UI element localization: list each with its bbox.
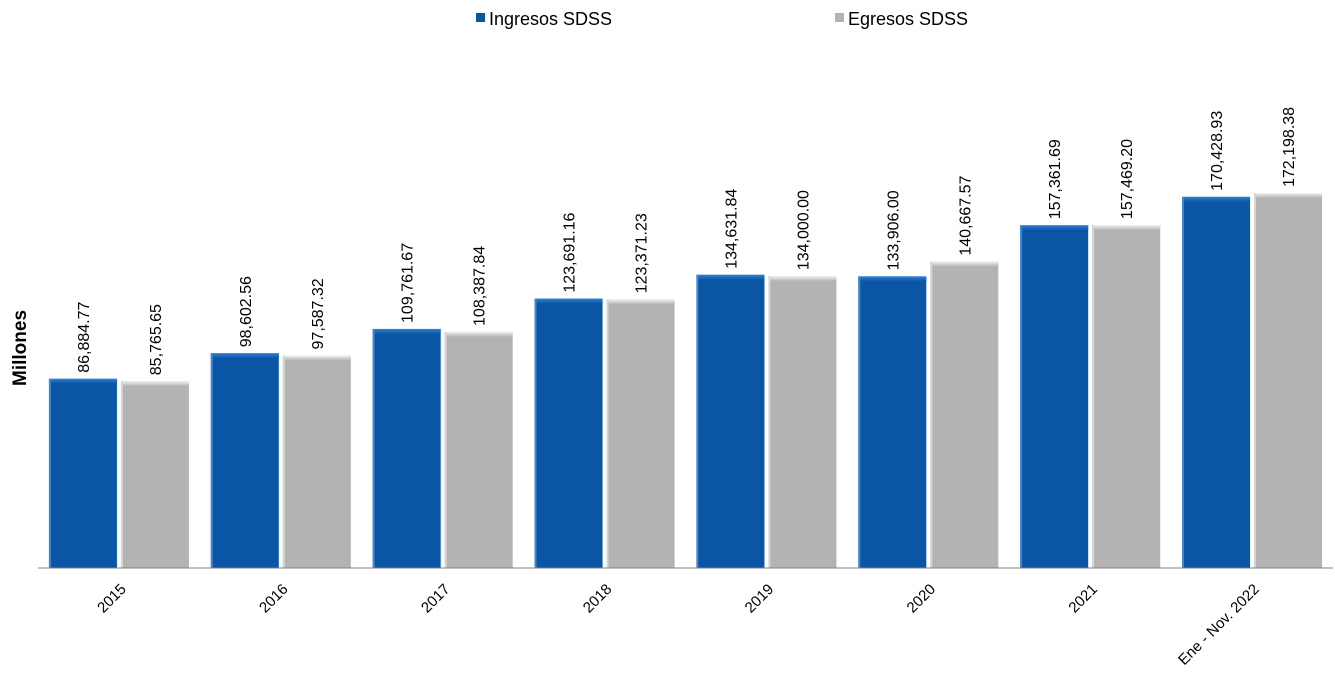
bar-edge-1-0 xyxy=(120,381,123,568)
x-tick-label-4: 2019 xyxy=(742,581,778,617)
bar-egresos-3 xyxy=(606,299,675,568)
bar-ingresos-2 xyxy=(372,328,441,568)
bar-egresos-2 xyxy=(444,331,513,568)
bar-edge-0-6 xyxy=(1020,225,1023,568)
bar-edge-0-1 xyxy=(210,353,213,568)
bar-top-bevel-0-0 xyxy=(48,378,117,384)
bar-egresos-4 xyxy=(768,276,837,568)
bar-top-bevel-1-0 xyxy=(120,381,189,387)
bar-top-bevel-0-4 xyxy=(696,274,765,280)
bar-egresos-0 xyxy=(120,381,189,568)
bar-egresos-6 xyxy=(1092,225,1161,568)
x-tick-label-0: 2015 xyxy=(94,581,130,617)
bar-top-bevel-1-7 xyxy=(1254,193,1323,198)
bar-egresos-1 xyxy=(282,355,351,568)
x-tick-label-6: 2021 xyxy=(1065,581,1101,617)
bar-top-bevel-0-6 xyxy=(1020,225,1089,231)
legend-label-ingresos: Ingresos SDSS xyxy=(489,9,612,29)
data-label-ingresos-1: 98,602.56 xyxy=(238,276,255,347)
data-labels: 86,884.77 85,765.65 98,602.56 97,587.32 109,… xyxy=(76,107,1298,375)
data-label-ingresos-4: 134,631.84 xyxy=(723,189,740,269)
legend: Ingresos SDSS Egresos SDSS xyxy=(476,9,968,29)
bar-edge-0-4 xyxy=(696,274,699,568)
bar-edge-1-5 xyxy=(930,261,933,568)
data-label-ingresos-7: 170,428.93 xyxy=(1209,111,1226,191)
bar-edge-0-0 xyxy=(48,378,51,568)
x-tick-label-2: 2017 xyxy=(418,581,454,617)
data-label-egresos-4: 134,000.00 xyxy=(795,190,812,270)
data-label-ingresos-3: 123,691.16 xyxy=(562,212,579,292)
bar-ingresos-3 xyxy=(534,298,603,568)
bar-edge-0-5 xyxy=(858,276,861,568)
data-label-egresos-6: 157,469.20 xyxy=(1119,139,1136,219)
bar-top-bevel-1-4 xyxy=(768,276,837,282)
x-axis-ticks: 2015 2016 2017 2018 2019 2020 2021 Ene - Nov. 2… xyxy=(94,581,1263,669)
bar-ingresos-7 xyxy=(1182,196,1251,568)
bar-egresos-5 xyxy=(930,261,999,568)
data-label-egresos-5: 140,667.57 xyxy=(957,175,974,255)
data-label-egresos-2: 108,387.84 xyxy=(472,246,489,326)
data-label-ingresos-0: 86,884.77 xyxy=(76,302,93,373)
bar-edge-1-4 xyxy=(768,276,771,568)
legend-swatch-egresos xyxy=(835,13,844,22)
bar-ingresos-6 xyxy=(1020,225,1089,568)
bars xyxy=(48,193,1323,568)
bar-top-bevel-1-3 xyxy=(606,299,675,305)
bar-ingresos-1 xyxy=(210,353,279,568)
bar-top-bevel-0-5 xyxy=(858,276,927,282)
legend-label-egresos: Egresos SDSS xyxy=(848,9,968,29)
x-tick-label-3: 2018 xyxy=(580,581,616,617)
bar-ingresos-0 xyxy=(48,378,117,568)
bar-ingresos-5 xyxy=(858,276,927,568)
data-label-ingresos-5: 133,906.00 xyxy=(885,190,902,270)
bar-edge-1-1 xyxy=(282,355,285,568)
data-label-ingresos-6: 157,361.69 xyxy=(1047,139,1064,219)
bar-edge-1-7 xyxy=(1254,193,1257,568)
data-label-ingresos-2: 109,761.67 xyxy=(400,243,417,323)
bar-edge-0-2 xyxy=(372,328,375,568)
y-axis-label: Millones xyxy=(10,310,31,386)
bar-edge-1-6 xyxy=(1092,225,1095,568)
bar-top-bevel-1-6 xyxy=(1092,225,1161,231)
bar-egresos-7 xyxy=(1254,193,1323,568)
bar-edge-1-2 xyxy=(444,331,447,568)
bar-top-bevel-1-2 xyxy=(444,331,513,337)
data-label-egresos-0: 85,765.65 xyxy=(148,304,165,375)
data-label-egresos-1: 97,587.32 xyxy=(310,278,327,349)
x-tick-label-1: 2016 xyxy=(256,581,292,617)
data-label-egresos-3: 123,371.23 xyxy=(634,213,651,293)
bar-top-bevel-1-1 xyxy=(282,355,351,361)
bar-top-bevel-0-1 xyxy=(210,353,279,359)
data-label-egresos-7: 172,198.38 xyxy=(1281,107,1298,187)
bar-top-bevel-0-3 xyxy=(534,298,603,304)
bar-edge-0-3 xyxy=(534,298,537,568)
bar-top-bevel-1-5 xyxy=(930,261,999,267)
legend-swatch-ingresos xyxy=(476,13,485,22)
bar-edge-0-7 xyxy=(1182,196,1185,568)
x-tick-label-5: 2020 xyxy=(904,581,940,617)
bar-top-bevel-0-2 xyxy=(372,328,441,334)
bar-top-bevel-0-7 xyxy=(1182,196,1251,202)
bar-ingresos-4 xyxy=(696,274,765,568)
x-tick-label-7: Ene - Nov. 2022 xyxy=(1175,581,1263,669)
bar-edge-1-3 xyxy=(606,299,609,568)
